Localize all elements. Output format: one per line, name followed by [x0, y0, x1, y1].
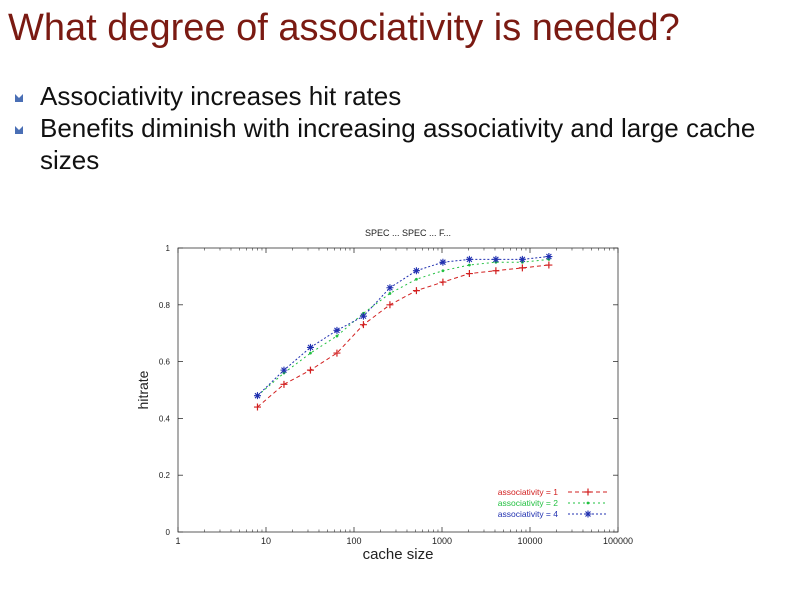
bullet-text: Benefits diminish with increasing associ… — [40, 113, 756, 175]
y-tick-label: 0 — [166, 528, 171, 537]
x-tick-label: 100000 — [603, 536, 633, 546]
data-point — [359, 321, 367, 329]
y-tick-label: 0.6 — [159, 358, 171, 367]
legend-label: associativity = 1 — [498, 487, 559, 497]
legend-label: associativity = 2 — [498, 498, 559, 508]
data-point — [586, 501, 590, 505]
data-point — [306, 366, 314, 374]
x-tick-label: 10000 — [517, 536, 542, 546]
series-line — [257, 258, 549, 397]
slide-title: What degree of associativity is needed? — [8, 7, 680, 49]
y-tick-label: 1 — [166, 244, 171, 253]
data-point — [465, 270, 473, 278]
data-point — [441, 269, 445, 273]
data-point — [545, 261, 553, 269]
data-point — [467, 263, 471, 267]
data-point — [309, 351, 312, 355]
data-point — [412, 267, 420, 275]
plot-frame — [177, 247, 619, 533]
series-line — [257, 256, 549, 397]
data-point — [335, 334, 339, 338]
arrow-bullet-icon — [15, 126, 23, 134]
legend-label: associativity = 4 — [498, 509, 559, 519]
x-tick-label: 100 — [346, 536, 361, 546]
data-point — [584, 488, 592, 496]
data-point — [415, 277, 418, 281]
data-point — [492, 267, 500, 275]
data-point — [412, 287, 420, 295]
hitrate-chart: 1 10 100 1000 10000 100000 0 0.2 0.4 0.6 0.8 1 SPEC … — [135, 228, 633, 563]
y-tick-label: 0.2 — [159, 471, 171, 480]
x-axis-label: cache size — [363, 546, 434, 563]
series-line — [257, 264, 549, 408]
data-point — [492, 255, 500, 263]
bullet-item: Benefits diminish with increasing associ… — [14, 112, 780, 176]
data-point — [333, 326, 341, 334]
chart-title: SPEC ... SPEC ... F... — [365, 228, 451, 238]
data-point — [518, 255, 526, 263]
arrow-bullet-icon — [15, 94, 23, 102]
data-point — [386, 284, 394, 292]
bullet-text: Associativity increases hit rates — [40, 81, 402, 111]
y-axis-label: hitrate — [135, 370, 151, 409]
data-point — [359, 312, 367, 320]
x-tick-label: 1 — [175, 536, 180, 546]
bullet-list: Associativity increases hit rates Benefi… — [14, 80, 780, 176]
x-tick-label: 10 — [261, 536, 271, 546]
data-point — [333, 349, 341, 357]
data-point — [439, 278, 447, 286]
y-tick-label: 0.8 — [159, 301, 171, 310]
data-point — [545, 253, 553, 261]
data-point — [306, 343, 314, 351]
data-point — [253, 392, 261, 400]
data-point — [280, 380, 288, 388]
data-point — [386, 301, 394, 309]
data-point — [518, 264, 526, 272]
data-point — [439, 258, 447, 266]
data-point — [388, 292, 392, 295]
data-point — [253, 403, 261, 411]
bullet-item: Associativity increases hit rates — [14, 80, 780, 112]
data-point — [584, 510, 592, 518]
data-point — [280, 366, 288, 374]
data-point — [465, 255, 473, 263]
x-tick-label: 1000 — [432, 536, 452, 546]
y-tick-label: 0.4 — [159, 414, 171, 423]
